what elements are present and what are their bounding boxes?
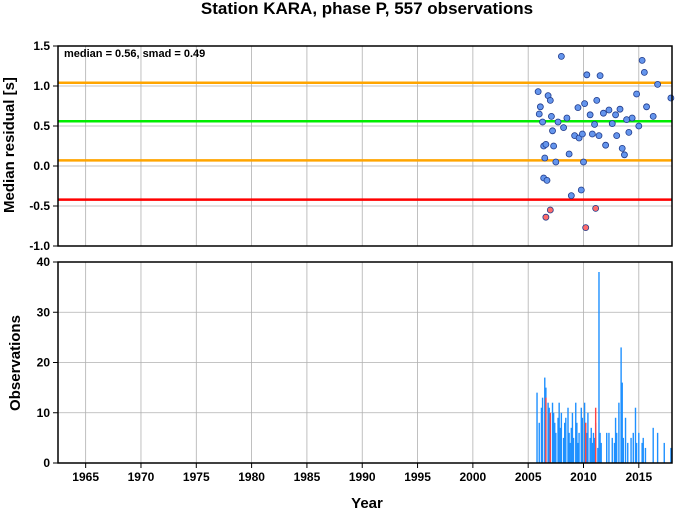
residual-point	[543, 176, 551, 184]
residual-point	[621, 151, 628, 159]
residual-point	[567, 192, 575, 200]
x-tick-label: 1975	[183, 470, 210, 484]
residual-point	[605, 106, 613, 114]
residual-point	[588, 130, 596, 138]
y-tick-label: -1.0	[29, 239, 50, 253]
residual-point	[608, 120, 616, 127]
residual-point	[549, 127, 556, 135]
x-tick-label: 1970	[128, 470, 155, 484]
residual-point	[546, 97, 554, 104]
x-tick-label: 2000	[460, 470, 487, 484]
residual-point	[613, 132, 621, 140]
residual-point	[628, 114, 636, 122]
residual-point	[557, 53, 565, 60]
x-tick-label: 1995	[404, 470, 431, 484]
x-tick-label: 2015	[625, 470, 652, 484]
residual-point	[548, 113, 555, 120]
residual-point	[582, 224, 590, 232]
residual-point	[536, 103, 544, 111]
x-tick-label: 2005	[515, 470, 542, 484]
residual-point	[546, 206, 554, 214]
x-tick-label: 1985	[294, 470, 321, 484]
residual-grid	[58, 46, 672, 246]
observations-y-axis-label: Observations	[7, 315, 24, 411]
residual-point	[635, 122, 643, 130]
residual-point	[649, 113, 657, 120]
y-tick-label: 30	[37, 305, 51, 319]
y-tick-label: 0	[43, 456, 50, 470]
residual-point	[580, 158, 587, 166]
y-tick-label: 1.5	[33, 39, 50, 53]
y-tick-label: 20	[37, 356, 51, 370]
observations-y-ticks: 0 10 20 30 40	[37, 255, 58, 470]
observations-grid	[58, 262, 672, 463]
residual-point	[625, 128, 633, 136]
residual-point	[554, 118, 562, 126]
residual-point	[600, 109, 607, 117]
residual-y-axis-label: Median residual [s]	[1, 77, 18, 213]
residual-point	[542, 140, 550, 148]
x-tick-label: 1980	[238, 470, 265, 484]
residual-point	[563, 114, 571, 122]
residual-point	[633, 90, 640, 98]
residual-point	[577, 186, 585, 194]
residual-point	[550, 142, 558, 150]
residual-point	[618, 144, 626, 152]
year-x-axis-label: Year	[351, 495, 383, 511]
residual-point	[542, 213, 550, 221]
residual-point	[541, 154, 549, 162]
observations-bars	[536, 272, 672, 463]
residual-point	[592, 204, 600, 212]
residual-point	[612, 111, 619, 119]
residual-point	[596, 72, 604, 79]
residual-point	[539, 118, 546, 126]
y-tick-label: 0.0	[33, 159, 50, 173]
residual-point	[602, 141, 610, 149]
observations-panel: 0 10 20 30 40 1965 1970 1975 1980 1985 1990 1995 20…	[7, 255, 673, 511]
residual-point	[578, 130, 586, 138]
residual-y-ticks: -1.0 -0.5 0.0 0.5 1.0 1.5	[29, 39, 58, 253]
residual-point	[583, 71, 591, 79]
y-tick-label: 10	[37, 406, 51, 420]
residual-point	[574, 104, 582, 111]
residual-reference-lines	[58, 81, 672, 201]
residual-panel: -1.0 -0.5 0.0 0.5 1.0 1.5 median = 0.56, smad…	[1, 39, 675, 253]
year-x-ticks: 1965 1970 1975 1980 1985 1990 1995 2000 2005 2010…	[72, 463, 652, 484]
residual-point	[643, 103, 650, 111]
residual-point	[565, 150, 573, 158]
residual-point	[638, 57, 646, 64]
residual-plot-frame	[57, 45, 673, 247]
residual-point	[552, 158, 560, 166]
residual-point	[595, 132, 603, 140]
residual-point	[586, 111, 594, 119]
y-tick-label: -0.5	[29, 199, 50, 213]
y-tick-label: 0.5	[33, 119, 50, 133]
residual-point	[535, 110, 543, 118]
x-tick-label: 2010	[570, 470, 597, 484]
residual-points	[534, 53, 675, 232]
residual-point	[616, 105, 624, 113]
residual-point	[581, 100, 589, 107]
y-tick-label: 1.0	[33, 79, 50, 93]
residual-point	[623, 116, 631, 123]
y-tick-label: 40	[37, 255, 51, 269]
residual-point	[560, 124, 567, 131]
residual-point	[591, 121, 598, 128]
residual-point	[667, 94, 675, 102]
residual-point	[654, 81, 662, 88]
median-smad-annotation: median = 0.56, smad = 0.49	[64, 48, 205, 60]
residual-point	[534, 88, 542, 95]
chart-title: Station KARA, phase P, 557 observations	[201, 0, 533, 18]
residual-point	[593, 97, 601, 104]
x-tick-label: 1990	[349, 470, 376, 484]
x-tick-label: 1965	[72, 470, 99, 484]
residual-point	[640, 69, 648, 76]
